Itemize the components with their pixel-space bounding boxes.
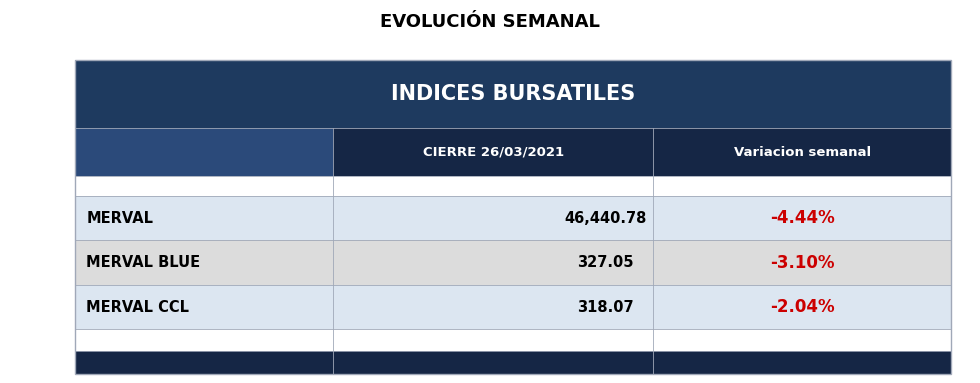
Bar bbox=[654, 196, 952, 241]
Text: MERVAL CCL: MERVAL CCL bbox=[86, 300, 189, 315]
Bar bbox=[333, 196, 654, 241]
Text: INDICES BURSATILES: INDICES BURSATILES bbox=[391, 84, 635, 104]
Bar bbox=[74, 128, 333, 176]
Bar bbox=[333, 285, 654, 329]
Text: -4.44%: -4.44% bbox=[770, 209, 835, 227]
Text: 327.05: 327.05 bbox=[577, 255, 633, 270]
Text: CIERRE 26/03/2021: CIERRE 26/03/2021 bbox=[422, 146, 564, 159]
Bar bbox=[333, 241, 654, 285]
Bar bbox=[74, 196, 333, 241]
Bar bbox=[74, 285, 333, 329]
Bar bbox=[74, 241, 333, 285]
Bar bbox=[74, 176, 952, 196]
Text: EVOLUCIÓN SEMANAL: EVOLUCIÓN SEMANAL bbox=[380, 13, 600, 31]
Text: 46,440.78: 46,440.78 bbox=[564, 211, 647, 226]
Text: -2.04%: -2.04% bbox=[770, 298, 835, 316]
Text: MERVAL: MERVAL bbox=[86, 211, 154, 226]
Text: 318.07: 318.07 bbox=[577, 300, 633, 315]
Text: MERVAL BLUE: MERVAL BLUE bbox=[86, 255, 201, 270]
Text: -3.10%: -3.10% bbox=[770, 254, 835, 272]
Bar bbox=[74, 61, 952, 128]
Bar bbox=[74, 61, 952, 374]
Bar bbox=[333, 128, 654, 176]
Text: Variacion semanal: Variacion semanal bbox=[734, 146, 871, 159]
Bar bbox=[74, 329, 952, 351]
Bar bbox=[654, 241, 952, 285]
Bar bbox=[654, 128, 952, 176]
Bar bbox=[74, 351, 952, 374]
Bar bbox=[654, 285, 952, 329]
